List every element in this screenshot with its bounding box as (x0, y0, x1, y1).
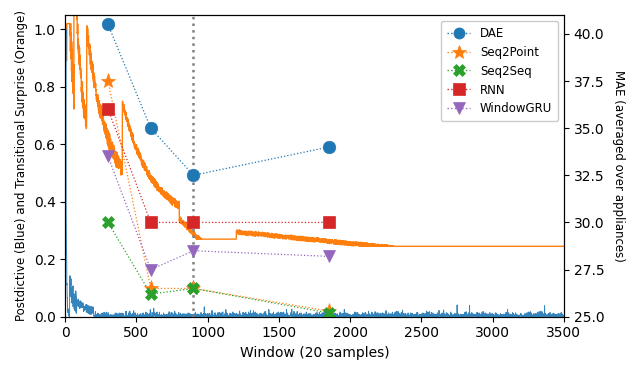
Y-axis label: MAE (averaged over appliances): MAE (averaged over appliances) (612, 70, 625, 262)
Y-axis label: Postdictive (Blue) and Transitional Surprise (Orange): Postdictive (Blue) and Transitional Surp… (15, 10, 28, 321)
Legend: DAE, Seq2Point, Seq2Seq, RNN, WindowGRU: DAE, Seq2Point, Seq2Seq, RNN, WindowGRU (441, 21, 558, 122)
X-axis label: Window (20 samples): Window (20 samples) (240, 346, 389, 360)
